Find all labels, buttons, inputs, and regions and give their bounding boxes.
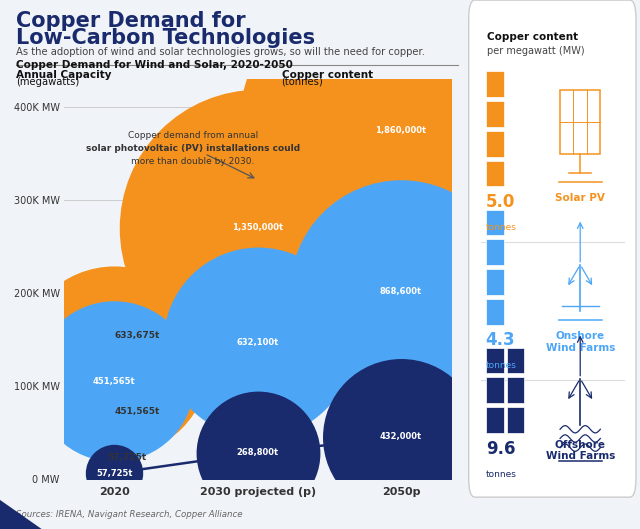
FancyBboxPatch shape [486,378,504,403]
Text: Copper Demand for: Copper Demand for [16,11,246,31]
Point [252,338,262,346]
FancyBboxPatch shape [468,0,636,497]
Text: 1,860,000t: 1,860,000t [376,126,427,135]
FancyBboxPatch shape [507,348,524,373]
Text: 451,565t: 451,565t [93,377,136,386]
Text: 4.3: 4.3 [486,332,515,350]
FancyBboxPatch shape [486,131,504,157]
FancyBboxPatch shape [486,407,504,433]
Text: As the adoption of wind and solar technologies grows, so will the need for coppe: As the adoption of wind and solar techno… [16,47,425,57]
Text: 633,675t: 633,675t [114,331,159,340]
FancyBboxPatch shape [486,71,504,97]
Text: 633,675t: 633,675t [93,357,135,366]
Text: Copper demand from annual: Copper demand from annual [128,131,258,140]
FancyBboxPatch shape [486,209,504,235]
Text: (megawatts): (megawatts) [16,77,79,87]
Text: 632,100t: 632,100t [236,338,279,346]
Text: Offshore
Wind Farms: Offshore Wind Farms [545,440,615,461]
Point [396,287,406,295]
Text: 5.0: 5.0 [486,194,515,212]
Point [396,433,406,441]
Text: (tonnes): (tonnes) [282,77,323,87]
FancyBboxPatch shape [486,299,504,325]
Text: 432,000t: 432,000t [380,432,422,441]
Text: Annual Capacity: Annual Capacity [16,70,111,80]
Text: 868,600t: 868,600t [380,287,422,296]
Point [252,449,262,457]
Text: 57,725t: 57,725t [96,469,132,478]
Text: per megawatt (MW): per megawatt (MW) [487,46,585,56]
Point [109,357,119,365]
Text: Copper content: Copper content [487,32,579,42]
Text: 268,800t: 268,800t [237,448,278,457]
Text: 451,565t: 451,565t [114,407,159,416]
FancyBboxPatch shape [486,269,504,295]
FancyBboxPatch shape [486,102,504,126]
FancyBboxPatch shape [507,407,524,433]
FancyBboxPatch shape [507,378,524,403]
Text: solar photovoltaic (PV) installations could: solar photovoltaic (PV) installations co… [86,144,300,153]
Text: Copper content: Copper content [282,70,372,80]
Text: Sources: IRENA, Navigant Research, Copper Alliance: Sources: IRENA, Navigant Research, Coppe… [16,510,243,519]
Point [109,469,119,477]
Text: tonnes: tonnes [486,361,516,370]
Text: 57,725t: 57,725t [107,453,147,462]
Point [109,377,119,386]
Text: Solar PV: Solar PV [556,194,605,204]
Text: 1,350,000t: 1,350,000t [232,223,283,232]
Text: tonnes: tonnes [486,470,516,479]
FancyBboxPatch shape [486,161,504,187]
Text: Copper Demand for Wind and Solar, 2020-2050: Copper Demand for Wind and Solar, 2020-2… [16,60,293,70]
FancyBboxPatch shape [486,348,504,373]
Text: Low-Carbon Technologies: Low-Carbon Technologies [16,28,315,48]
Text: more than double by 2030.: more than double by 2030. [131,157,255,166]
Text: 9.6: 9.6 [486,440,515,458]
Text: Onshore
Wind Farms: Onshore Wind Farms [545,332,615,353]
FancyBboxPatch shape [486,240,504,264]
Point [396,126,406,135]
Text: tonnes: tonnes [486,223,516,232]
Point [252,224,262,232]
